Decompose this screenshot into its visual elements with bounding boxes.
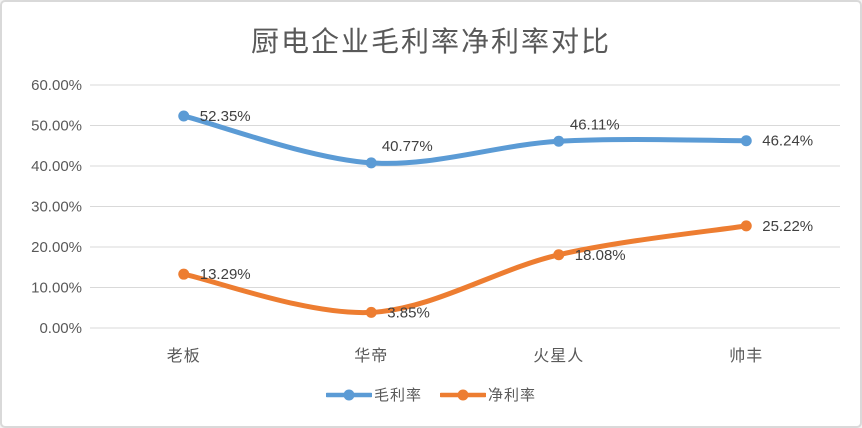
data-point-label: 25.22% [762, 218, 813, 235]
data-point-marker[interactable] [178, 110, 190, 122]
data-point-marker[interactable] [178, 268, 190, 280]
data-point-label: 3.85% [387, 304, 430, 321]
y-axis-tick-label: 60.00% [31, 77, 82, 94]
x-axis-category-label: 帅丰 [729, 347, 763, 365]
y-axis-tick-label: 30.00% [31, 199, 82, 216]
data-point-marker[interactable] [553, 249, 565, 261]
data-point-marker[interactable] [740, 135, 752, 147]
legend-label-gross-margin: 毛利率 [373, 387, 422, 404]
data-point-marker[interactable] [365, 306, 377, 318]
x-axis-category-label: 老板 [167, 347, 201, 365]
legend-line-dot-marker [325, 389, 372, 400]
legend-item-gross-margin[interactable]: 毛利率 [325, 384, 422, 405]
y-axis-tick-label: 40.00% [31, 158, 82, 175]
series-line-毛利率[interactable] [181, 113, 749, 166]
data-point-label: 40.77% [382, 138, 433, 155]
data-point-marker[interactable] [740, 220, 752, 232]
data-point-label: 52.35% [200, 108, 251, 125]
legend-label-net-margin: 净利率 [488, 387, 537, 404]
y-axis-tick-label: 20.00% [31, 239, 82, 256]
y-axis-tick-label: 50.00% [31, 118, 82, 135]
data-point-label: 13.29% [200, 266, 251, 283]
x-axis-category-label: 火星人 [533, 347, 584, 365]
data-point-label: 46.11% [570, 116, 620, 133]
y-axis-tick-label: 0.00% [39, 320, 82, 337]
chart-legend: 毛利率 净利率 [2, 384, 860, 405]
legend-item-net-margin[interactable]: 净利率 [440, 384, 536, 405]
x-axis-category-label: 华帝 [354, 347, 388, 365]
data-point-marker[interactable] [365, 157, 377, 169]
data-point-label: 18.08% [575, 247, 626, 264]
legend-line-dot-marker [440, 389, 486, 400]
data-point-marker[interactable] [553, 135, 565, 147]
data-point-label: 46.24% [762, 133, 813, 150]
series-line-净利率[interactable] [181, 223, 749, 316]
y-axis-tick-label: 10.00% [31, 280, 82, 297]
